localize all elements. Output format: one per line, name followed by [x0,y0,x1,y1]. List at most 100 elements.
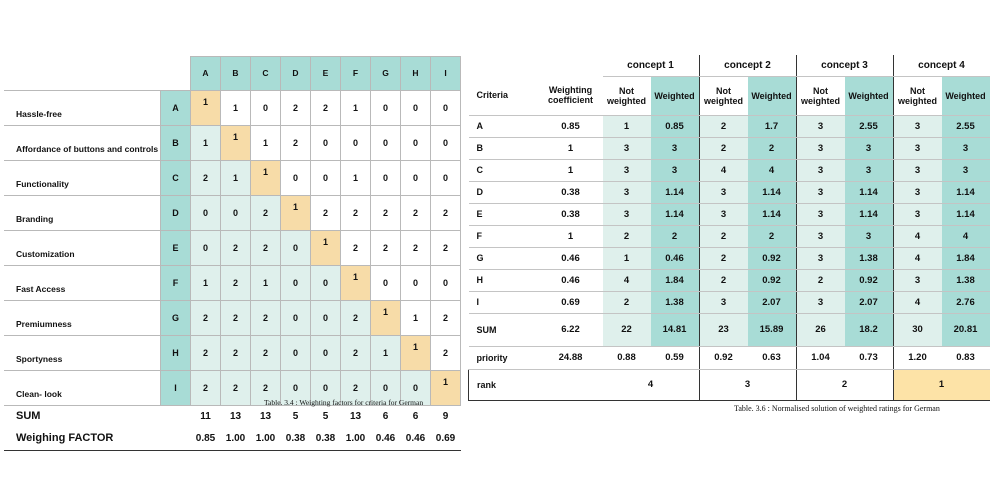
matrix-row-code: I [160,369,191,406]
matrix-value-cell: 1 [190,264,221,301]
matrix-value-cell: 2 [430,229,461,266]
matrix-criterion-label: Branding [4,194,161,231]
weighted-cell: 0.63 [747,346,797,370]
rank-cell: 2 [796,369,894,401]
not-weighted-cell: 26 [796,313,845,347]
matrix-value-cell: 0 [310,299,341,336]
not-weighted-cell: 3 [699,291,748,314]
weighted-header: Weighted [844,76,894,116]
matrix-value-cell: 0 [280,369,311,406]
matrix-sum-row: SUM 11 13 13 5 5 13 6 6 9 [4,404,461,428]
matrix-value-cell: 1 [220,124,251,161]
not-weighted-cell: 3 [796,181,845,204]
matrix-factor-cell: 0.46 [370,427,401,451]
not-weighted-header: Not weighted [602,76,651,116]
not-weighted-cell: 3 [796,225,845,248]
not-weighted-cell: 3 [796,291,845,314]
matrix-factor-cell: 0.69 [430,427,461,451]
matrix-value-cell: 2 [400,229,431,266]
not-weighted-header: Not weighted [796,76,845,116]
matrix-value-cell: 0 [250,89,281,126]
matrix-spacer-cell [160,427,191,451]
matrix-sum-cell: 11 [190,404,221,428]
not-weighted-cell: 3 [602,203,651,226]
matrix-value-cell: 0 [430,159,461,196]
rank-cell: 3 [699,369,797,401]
weighted-cell: 1.14 [844,203,894,226]
matrix-value-cell: 1 [220,89,251,126]
matrix-factor-cell: 0.46 [400,427,431,451]
matrix-value-cell: 1 [310,229,341,266]
criterion-label: SUM [468,313,539,347]
matrix-value-cell: 0 [370,159,401,196]
weighting-matrix-caption: Table. 3.4 : Weighting factors for crite… [264,398,424,407]
matrix-value-cell: 0 [370,369,401,406]
weighted-cell: 3 [941,159,990,182]
matrix-row-code: D [160,194,191,231]
matrix-value-cell: 0 [340,124,371,161]
matrix-value-cell: 0 [310,369,341,406]
weighted-cell: 0.73 [844,346,894,370]
matrix-value-cell: 2 [340,334,371,371]
matrix-value-cell: 2 [190,334,221,371]
weighted-cell: 2.55 [844,115,894,138]
matrix-row: Clean- look I 2 2 2 0 0 2 0 0 1 [4,369,461,406]
not-weighted-cell: 3 [796,159,845,182]
matrix-value-cell: 1 [220,159,251,196]
weighting-coefficient-cell: 1 [538,225,603,248]
not-weighted-cell: 2 [699,137,748,160]
matrix-value-cell: 0 [430,89,461,126]
matrix-factor-cell: 1.00 [340,427,371,451]
weighted-cell: 1.14 [747,181,797,204]
matrix-value-cell: 2 [220,334,251,371]
matrix-row-code: F [160,264,191,301]
matrix-value-cell: 2 [190,299,221,336]
matrix-value-cell: 2 [220,299,251,336]
weighted-cell: 0.46 [650,247,700,270]
not-weighted-header: Not weighted [699,76,748,116]
not-weighted-cell: 1.20 [893,346,942,370]
matrix-value-cell: 2 [340,369,371,406]
not-weighted-cell: 3 [893,115,942,138]
weighted-cell: 0.92 [747,269,797,292]
matrix-factor-cell: 0.38 [280,427,311,451]
weighted-cell: 1.14 [941,181,990,204]
matrix-value-cell: 0 [370,264,401,301]
ratings-sum-row: SUM 6.22 22 14.81 23 15.89 26 18.2 30 20.81 [468,313,990,347]
weighted-cell: 0.59 [650,346,700,370]
matrix-value-cell: 2 [400,194,431,231]
matrix-row-code: E [160,229,191,266]
matrix-column-header: D [280,56,311,91]
weighting-coefficient-cell: 0.69 [538,291,603,314]
not-weighted-cell: 1 [602,247,651,270]
matrix-value-cell: 1 [370,334,401,371]
criterion-label: G [468,247,539,270]
weighting-coefficient-cell: 0.38 [538,203,603,226]
matrix-value-cell: 2 [220,369,251,406]
matrix-value-cell: 0 [280,264,311,301]
matrix-value-cell: 2 [340,299,371,336]
matrix-value-cell: 2 [220,264,251,301]
matrix-row-code: H [160,334,191,371]
matrix-criterion-label: Customization [4,229,161,266]
weighted-cell: 1.14 [747,203,797,226]
matrix-column-header: G [370,56,401,91]
weighted-cell: 3 [650,137,700,160]
weighted-cell: 3 [650,159,700,182]
weighting-coefficient-cell: 1 [538,137,603,160]
not-weighted-cell: 3 [602,159,651,182]
weighted-cell: 2.07 [844,291,894,314]
weighted-cell: 3 [941,137,990,160]
matrix-value-cell: 0 [310,124,341,161]
matrix-value-cell: 0 [370,124,401,161]
matrix-sum-cell: 5 [310,404,341,428]
matrix-row: Affordance of buttons and controls B 1 1 1 2 0… [4,124,461,161]
not-weighted-cell: 1 [602,115,651,138]
matrix-column-header: E [310,56,341,91]
concept-header: concept 1 [602,55,700,77]
matrix-value-cell: 0 [220,194,251,231]
weighted-cell: 15.89 [747,313,797,347]
matrix-value-cell: 0 [310,159,341,196]
